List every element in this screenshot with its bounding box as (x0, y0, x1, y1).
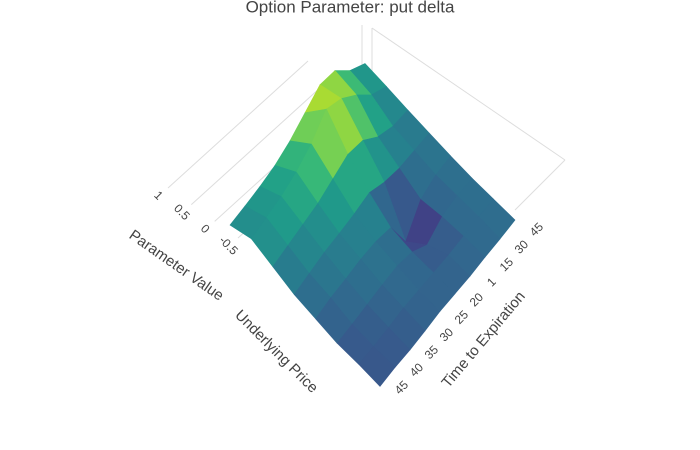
x-tick-label: 40 (407, 360, 427, 380)
surface-cell (358, 346, 396, 387)
x-tick-label: 45 (527, 220, 547, 240)
wall-edge (371, 27, 566, 161)
x-tick-label: 35 (422, 342, 442, 362)
x-tick-label: 20 (467, 290, 487, 310)
chart-title: Option Parameter: put delta (246, 0, 455, 16)
grid-line (167, 60, 309, 189)
y-axis-title: Underlying Price (231, 307, 321, 397)
x-tick-label: 25 (452, 307, 472, 327)
z-tick-label: 0.5 (171, 201, 193, 223)
x-tick-label: 15 (497, 255, 517, 275)
x-tick-label: 1 (484, 275, 499, 290)
z-tick-label: -0.5 (216, 233, 241, 258)
surface (229, 63, 516, 387)
x-tick-label: 30 (512, 237, 532, 257)
x-tick-label: 30 (437, 325, 457, 345)
z-tick-label: 1 (151, 188, 166, 203)
wall-edge (514, 159, 566, 211)
grid-line (190, 77, 332, 206)
z-tick-label: 0 (198, 221, 213, 236)
z-axis-title: Parameter Value (126, 227, 227, 305)
x-axis-title: Time to Expiration (438, 288, 528, 391)
x-tick-label: 45 (392, 378, 412, 398)
